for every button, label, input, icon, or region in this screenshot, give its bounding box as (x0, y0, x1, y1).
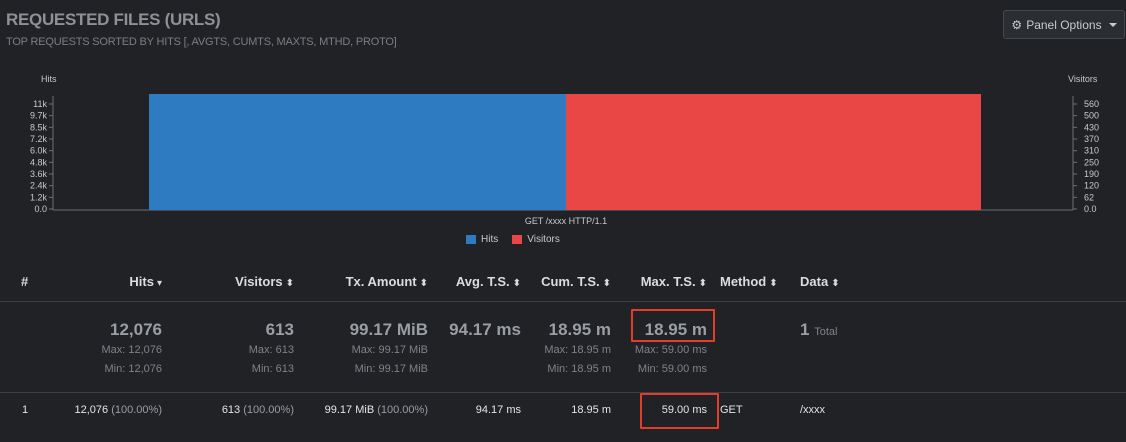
sort-icon: ⬍ (419, 278, 428, 289)
summary-tx-min: Min: 99.17 MiB (354, 363, 428, 375)
row-index: 1 (22, 404, 29, 416)
highlight-box-row-max (640, 393, 719, 429)
x-tick-label: GET /xxxx HTTP/1.1 (525, 216, 607, 226)
col-hits-header[interactable]: Hits ▾ (129, 274, 162, 289)
y-tick-right: 0.0 (1084, 204, 1097, 214)
sort-icon: ⬍ (769, 278, 778, 289)
bar-visitors[interactable] (566, 94, 981, 210)
summary-tx-total: 99.17 MiB (349, 320, 428, 339)
y-tick-right: 500 (1084, 111, 1099, 121)
y-tick-right: 430 (1084, 122, 1099, 132)
sort-desc-icon: ▾ (156, 278, 162, 289)
summary-max-min: Min: 59.00 ms (637, 363, 707, 375)
caret-down-icon (1108, 22, 1117, 27)
row-max: 59.00 ms (661, 404, 707, 416)
y-axis-left-label: Hits (41, 74, 57, 84)
summary-avg-total: 94.17 ms (449, 320, 521, 339)
row-data-link[interactable]: /xxxx (800, 404, 826, 416)
y-tick-left: 2.4k (30, 181, 48, 191)
col-max-header[interactable]: Max. T.S. ⬍ (640, 274, 707, 289)
summary-visitors-max: Max: 613 (248, 344, 294, 356)
legend-swatch-hits (466, 235, 476, 244)
row-tx: 99.17 MiB (100.00%) (324, 404, 428, 416)
table-header: # Hits ▾ Visitors ⬍ Tx. Amount ⬍ Avg. T.S. ⬍… (0, 262, 1126, 302)
y-tick-right: 560 (1084, 99, 1099, 109)
row-hits: 12,076 (100.00%) (74, 404, 162, 416)
row-divider (0, 392, 1126, 393)
sort-icon: ⬍ (512, 278, 521, 289)
legend-item-hits[interactable]: Hits (466, 234, 498, 245)
summary-data-total: 1 Total (800, 320, 838, 339)
y-tick-left: 7.2k (30, 134, 48, 144)
y-tick-right: 190 (1084, 169, 1099, 179)
col-cum-header[interactable]: Cum. T.S. ⬍ (541, 274, 611, 289)
sort-icon: ⬍ (602, 278, 611, 289)
summary-cum-min: Min: 18.95 m (547, 363, 611, 375)
row-visitors: 613 (100.00%) (221, 404, 294, 416)
panel-subtitle: TOP REQUESTS SORTED BY HITS [, AVGTS, CU… (6, 36, 397, 48)
row-avg: 94.17 ms (475, 404, 521, 416)
y-tick-left: 11k (33, 99, 47, 109)
y-tick-left: 3.6k (30, 169, 48, 179)
col-index-header: # (21, 274, 29, 289)
summary-max-total: 18.95 m (644, 320, 707, 339)
y-tick-left: 1.2k (30, 192, 48, 202)
col-avg-header[interactable]: Avg. T.S. ⬍ (455, 274, 521, 289)
summary-cum-total: 18.95 m (548, 320, 611, 339)
legend-label-visitors: Visitors (527, 234, 560, 245)
highlight-box-summary-max (631, 309, 715, 342)
col-tx-header[interactable]: Tx. Amount ⬍ (345, 274, 428, 289)
legend-item-visitors[interactable]: Visitors (512, 234, 560, 245)
legend-label-hits: Hits (481, 234, 499, 245)
y-tick-left: 6.0k (30, 146, 48, 156)
row-cum: 18.95 m (571, 404, 611, 416)
col-method-header[interactable]: Method ⬍ (720, 274, 778, 289)
summary-visitors-total: 613 (265, 320, 294, 339)
bar-hits[interactable] (149, 94, 566, 210)
gear-icon: ⚙ (1011, 17, 1023, 32)
y-tick-left: 4.8k (30, 157, 48, 167)
summary-data-label: Total (814, 326, 838, 338)
y-axis-right-label: Visitors (1068, 74, 1098, 84)
sort-icon: ⬍ (831, 278, 840, 289)
summary-hits-total: 12,076 (110, 320, 162, 339)
summary-visitors-min: Min: 613 (251, 363, 294, 375)
chart-legend: Hits Visitors (466, 234, 560, 245)
panel-options-label: Panel Options (1026, 17, 1102, 32)
panel-options-button[interactable]: ⚙ Panel Options (1003, 10, 1125, 39)
summary-hits-min: Min: 12,076 (104, 363, 162, 375)
summary-tx-max: Max: 99.17 MiB (351, 344, 428, 356)
sort-icon: ⬍ (698, 278, 707, 289)
y-tick-right: 120 (1084, 181, 1099, 191)
col-data-header[interactable]: Data ⬍ (800, 274, 840, 289)
row-method: GET (720, 404, 743, 416)
panel-title: REQUESTED FILES (URLS) (6, 10, 221, 29)
y-tick-right: 310 (1084, 146, 1099, 156)
y-tick-right: 370 (1084, 134, 1099, 144)
y-tick-left: 0.0 (34, 204, 47, 214)
y-tick-left: 8.5k (30, 122, 48, 132)
legend-swatch-visitors (512, 235, 523, 244)
y-tick-left: 9.7k (30, 111, 48, 121)
hits-visitors-chart: Hits Visitors 11k 9.7k8.5k 7.2k 6.0k4.8k 3.6… (30, 74, 1099, 226)
col-visitors-header[interactable]: Visitors ⬍ (235, 274, 294, 289)
summary-hits-max: Max: 12,076 (101, 344, 162, 356)
y-tick-right: 62 (1084, 192, 1094, 202)
y-tick-right: 250 (1084, 157, 1099, 167)
summary-cum-max: Max: 18.95 m (544, 344, 611, 356)
sort-icon: ⬍ (285, 278, 294, 289)
summary-max-max: Max: 59.00 ms (634, 344, 707, 356)
